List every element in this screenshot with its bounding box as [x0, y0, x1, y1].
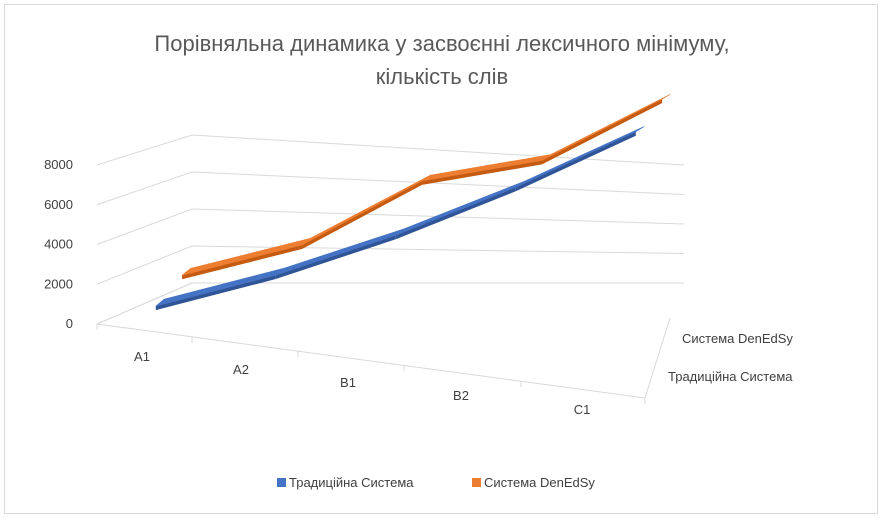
series-denedsy	[181, 93, 671, 280]
chart-title-line-2: кількість слів	[376, 64, 508, 89]
legend-label: Традиційна Система	[289, 475, 414, 490]
legend-label: Система DenEdSy	[484, 475, 595, 490]
x-tick-label: A1	[134, 349, 150, 364]
series-ribbons	[155, 93, 671, 311]
x-tick-label: C1	[574, 402, 591, 417]
axes	[96, 282, 684, 404]
series-segment-edge	[422, 160, 543, 185]
y-tick-label: 4000	[44, 237, 73, 252]
series-segment	[515, 126, 645, 188]
series-segment-edge	[542, 99, 663, 165]
y-tick-label: 8000	[44, 157, 73, 172]
x-tick-label: B1	[340, 375, 356, 390]
x-axis-labels: A1 A2 B1 B2 C1	[134, 349, 590, 417]
gridline-0	[96, 282, 684, 325]
gridline-2000	[96, 245, 685, 285]
series-segment-edge	[275, 235, 396, 280]
series-segment-edge	[515, 131, 636, 192]
series-segment	[275, 228, 405, 276]
series-traditional	[155, 126, 645, 311]
y-axis-labels: 0 2000 4000 6000 8000	[44, 157, 73, 331]
series-segment-edge	[182, 244, 303, 280]
depth-tick-label: Традиційна Система	[668, 369, 793, 384]
gridline-8000	[96, 134, 685, 166]
y-tick-label: 0	[66, 316, 73, 331]
series-segment	[541, 93, 671, 161]
floor-left-edge	[96, 282, 193, 325]
y-tick-label: 6000	[44, 197, 73, 212]
series-segment-edge	[155, 275, 276, 311]
chart-title-line-1: Порівняльна динамика у засвоєнні лексичн…	[154, 31, 729, 56]
series-segment	[421, 154, 551, 182]
series-segment-edge	[395, 187, 516, 240]
series-segment	[155, 267, 285, 307]
legend: Традиційна Система Система DenEdSy	[277, 475, 595, 490]
depth-axis-line	[644, 317, 671, 399]
y-tick-label: 2000	[44, 276, 73, 291]
series-segment-edge	[302, 180, 423, 249]
series-segment	[301, 174, 431, 246]
chart-frame	[4, 4, 878, 514]
legend-swatch	[472, 478, 481, 487]
x-axis-line	[96, 323, 646, 399]
legend-swatch	[277, 478, 286, 487]
x-tick-label: B2	[453, 388, 469, 403]
gridline-4000	[96, 208, 685, 245]
depth-tick-label: Система DenEdSy	[682, 331, 793, 346]
x-tick-label: A2	[233, 362, 249, 377]
depth-axis-labels: Система DenEdSy Традиційна Система	[668, 331, 793, 384]
series-segment	[395, 181, 525, 236]
